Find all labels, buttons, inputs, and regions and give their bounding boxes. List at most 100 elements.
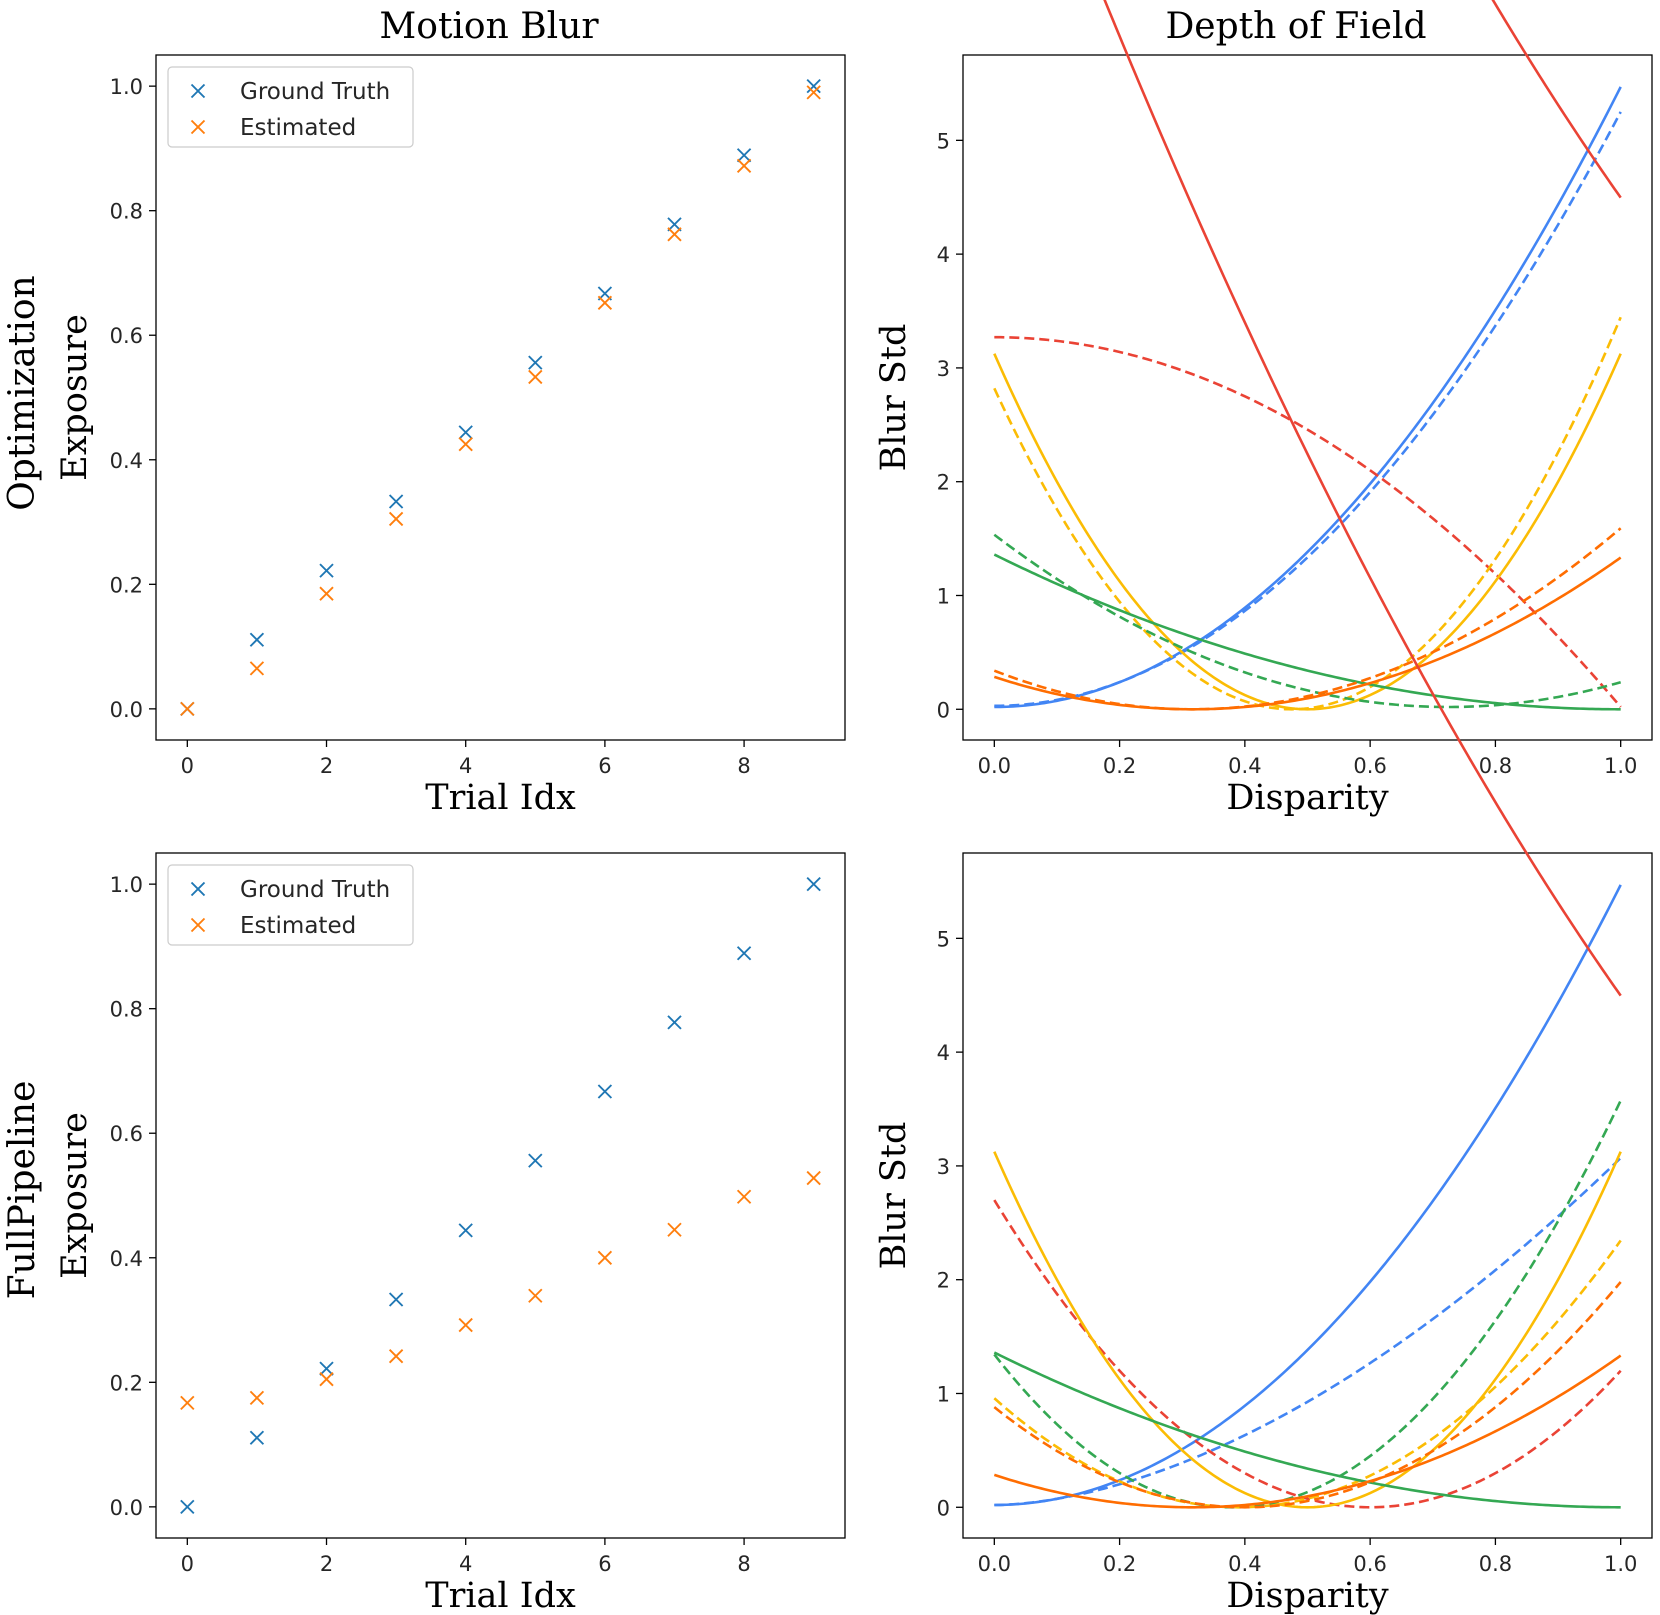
y-tick-label: 4 bbox=[937, 1041, 950, 1065]
scatter-point bbox=[249, 1430, 265, 1445]
series-ground-truth bbox=[180, 78, 821, 717]
scatter-point bbox=[806, 1170, 821, 1186]
axes-frame bbox=[962, 54, 1653, 741]
x-tick-label: 2 bbox=[320, 1552, 333, 1576]
y-tick-label: 0.8 bbox=[110, 200, 143, 224]
y-tick-label: 2 bbox=[937, 471, 950, 495]
scatter-point bbox=[806, 85, 821, 100]
x-axis-label: Trial Idx bbox=[425, 778, 576, 818]
curve-green-solid bbox=[993, 553, 1621, 711]
scatter-point bbox=[249, 632, 265, 647]
scatter-point bbox=[458, 1223, 473, 1238]
x-tick-label: 4 bbox=[459, 1552, 472, 1576]
scatter-point bbox=[528, 369, 543, 385]
legend-marker bbox=[190, 119, 206, 135]
curve-yellow-solid bbox=[993, 353, 1622, 711]
scatter-point bbox=[528, 1288, 543, 1303]
curve-blue-solid bbox=[994, 884, 1622, 1507]
curve-orange-solid bbox=[993, 556, 1622, 711]
scatter-point bbox=[319, 1372, 334, 1387]
y-tick-label: 3 bbox=[937, 357, 950, 381]
x-tick-label: 0.4 bbox=[1228, 754, 1261, 778]
scatter-point bbox=[736, 946, 752, 961]
scatter-point bbox=[319, 563, 334, 578]
x-axis-label: Disparity bbox=[1226, 778, 1388, 818]
scatter-point bbox=[319, 1361, 334, 1376]
x-axis-label: Trial Idx bbox=[425, 1576, 576, 1615]
legend-marker bbox=[190, 83, 206, 99]
scatter-point bbox=[667, 227, 682, 242]
scatter-point bbox=[249, 1390, 265, 1406]
scatter-point bbox=[806, 78, 821, 94]
scatter-point bbox=[597, 295, 613, 311]
row-label-optimization: Optimization bbox=[2, 275, 43, 510]
x-tick-label: 0 bbox=[181, 754, 194, 778]
scatter-point bbox=[180, 1499, 195, 1515]
y-axis-label: Exposure bbox=[55, 314, 95, 481]
axes-frame bbox=[962, 852, 1653, 1539]
x-tick-label: 8 bbox=[737, 1552, 750, 1576]
curve-green-dashed bbox=[993, 1099, 1622, 1509]
curve-blue-dashed bbox=[994, 111, 1622, 708]
scatter-point bbox=[388, 511, 404, 527]
row-label-fullpipeline: FullPipeline bbox=[2, 1081, 43, 1300]
scatter-point bbox=[319, 586, 334, 601]
x-tick-label: 6 bbox=[598, 754, 611, 778]
curve-orange-dashed bbox=[993, 1281, 1622, 1509]
scatter-point bbox=[180, 701, 195, 717]
y-tick-label: 4 bbox=[937, 243, 950, 267]
x-tick-label: 1.0 bbox=[1604, 1552, 1637, 1576]
curve-orange-solid bbox=[993, 1354, 1622, 1509]
scatter-point bbox=[528, 1153, 543, 1168]
x-tick-label: 0.2 bbox=[1103, 754, 1136, 778]
legend: Ground Truth Estimated bbox=[167, 66, 414, 148]
y-axis-label: Blur Std bbox=[874, 324, 914, 472]
curve-orange-dashed bbox=[993, 527, 1622, 711]
y-tick-label: 1 bbox=[937, 1382, 950, 1406]
x-tick-label: 6 bbox=[598, 1552, 611, 1576]
scatter-point bbox=[736, 148, 752, 163]
x-axis-label: Disparity bbox=[1226, 1576, 1388, 1615]
legend-box bbox=[167, 66, 414, 148]
legend-box bbox=[167, 864, 414, 946]
curve-green-solid bbox=[993, 1351, 1621, 1509]
y-tick-label: 1 bbox=[937, 584, 950, 608]
series-ground-truth bbox=[180, 876, 821, 1515]
panel-3: 0 2 4 6 8 0.0 0.2 0.4 0.6 0.8 1.0 Trial Idx Exposure… bbox=[55, 852, 846, 1615]
scatter-point bbox=[667, 1015, 682, 1030]
y-tick-label: 0.8 bbox=[110, 998, 143, 1022]
y-tick-label: 2 bbox=[937, 1269, 950, 1293]
scatter-point bbox=[180, 1395, 195, 1411]
y-tick-label: 1.0 bbox=[110, 75, 143, 99]
curve-yellow-solid bbox=[993, 1151, 1622, 1509]
y-tick-label: 0 bbox=[937, 1496, 950, 1520]
curve-red-dashed bbox=[994, 335, 1622, 708]
y-tick-label: 0.0 bbox=[110, 698, 143, 722]
series-estimated bbox=[180, 85, 821, 717]
x-tick-label: 0.0 bbox=[978, 754, 1011, 778]
y-tick-label: 0.4 bbox=[110, 1247, 143, 1271]
scatter-point bbox=[388, 1292, 404, 1307]
x-tick-label: 0.6 bbox=[1353, 754, 1386, 778]
curve-blue-dashed bbox=[994, 1157, 1622, 1507]
curve-blue-solid bbox=[994, 86, 1622, 709]
x-tick-label: 0.4 bbox=[1228, 1552, 1261, 1576]
scatter-point bbox=[667, 1222, 682, 1237]
x-tick-label: 2 bbox=[320, 754, 333, 778]
axes-frame bbox=[155, 54, 846, 741]
curve-yellow-dashed bbox=[993, 1239, 1622, 1509]
x-tick-label: 0 bbox=[181, 1552, 194, 1576]
y-tick-label: 0.6 bbox=[110, 1122, 143, 1146]
scatter-point bbox=[458, 437, 473, 452]
y-tick-label: 3 bbox=[937, 1155, 950, 1179]
y-tick-label: 0.2 bbox=[110, 573, 143, 597]
y-axis-label: Blur Std bbox=[874, 1122, 914, 1270]
scatter-point bbox=[388, 494, 404, 509]
y-tick-label: 0.4 bbox=[110, 449, 143, 473]
x-tick-label: 8 bbox=[737, 754, 750, 778]
legend-marker bbox=[190, 917, 206, 933]
y-tick-label: 0.6 bbox=[110, 324, 143, 348]
y-tick-label: 5 bbox=[937, 129, 950, 153]
legend-label: Ground Truth bbox=[240, 79, 390, 105]
